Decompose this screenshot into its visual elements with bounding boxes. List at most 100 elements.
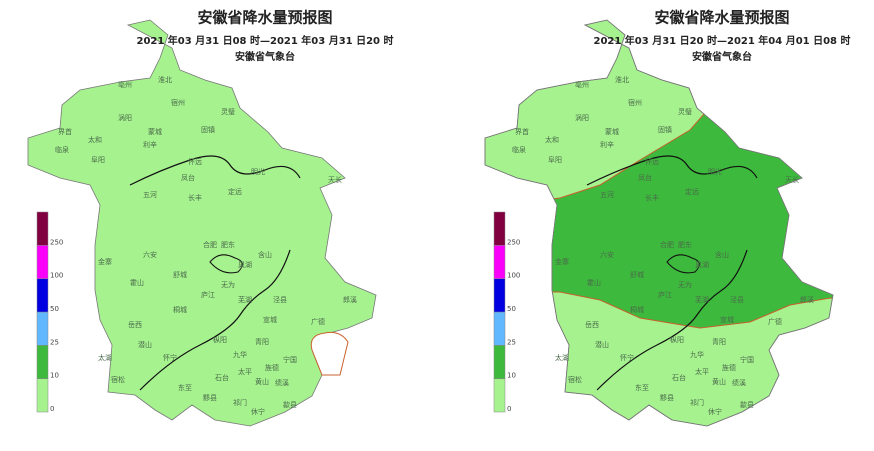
city-label: 金寨	[98, 257, 112, 266]
city-label: 休宁	[251, 407, 265, 416]
legend-swatch	[36, 278, 49, 313]
city-label: 临泉	[512, 145, 526, 154]
city-label: 岳西	[128, 321, 142, 329]
legend-swatch	[36, 311, 49, 346]
city-label: 长丰	[188, 193, 202, 202]
city-label: 广德	[768, 317, 782, 326]
city-label: 固镇	[201, 125, 215, 134]
city-label: 祁门	[233, 398, 247, 407]
legend-label: 25	[50, 338, 59, 346]
city-label: 怀远	[188, 157, 202, 166]
city-label: 舒城	[173, 270, 187, 279]
city-label: 九华	[233, 350, 247, 359]
city-label: 淮北	[615, 75, 629, 84]
city-label: 宿松	[111, 375, 125, 384]
city-label: 泾县	[273, 296, 287, 304]
city-label: 涡阳	[575, 113, 589, 122]
city-label: 阜阳	[91, 155, 105, 164]
city-label: 五河	[143, 191, 157, 199]
city-label: 宣城	[263, 315, 277, 324]
legend-swatch	[36, 345, 49, 379]
city-label: 桐城	[173, 305, 187, 314]
city-label: 黄山	[255, 377, 269, 386]
city-label: 蒙城	[148, 127, 162, 136]
city-label: 明光	[251, 167, 265, 176]
legend-swatch	[36, 245, 49, 279]
province-area	[27, 19, 377, 427]
city-label: 舒城	[630, 270, 644, 279]
city-label: 霍山	[587, 278, 601, 287]
city-label: 岳西	[585, 321, 599, 329]
city-label: 歙县	[740, 400, 754, 409]
legend-swatch	[493, 245, 506, 279]
city-label: 太平	[238, 367, 252, 376]
city-label: 巢湖	[695, 260, 709, 269]
city-label: 广德	[311, 317, 325, 326]
legend-swatch	[493, 378, 506, 413]
legend-label: 250	[507, 238, 520, 246]
city-label: 肥东	[678, 240, 692, 249]
province-border	[484, 19, 834, 427]
legend-swatch	[493, 211, 506, 246]
legend-label: 10	[50, 372, 59, 380]
city-label: 淮北	[158, 75, 172, 84]
legend-label: 250	[50, 238, 63, 246]
legend-label: 0	[507, 405, 511, 413]
city-label: 界首	[58, 127, 72, 136]
city-label: 涡阳	[118, 113, 132, 122]
city-label: 临泉	[55, 145, 69, 154]
city-label: 东至	[635, 383, 649, 392]
legend-swatch	[493, 311, 506, 346]
legend-label: 100	[50, 272, 63, 280]
city-label: 桐城	[630, 305, 644, 314]
city-label: 芜湖	[238, 295, 252, 304]
city-label: 含山	[715, 250, 729, 259]
city-label: 庐江	[201, 290, 215, 299]
city-label: 肥东	[221, 240, 235, 249]
city-label: 枞阳	[213, 335, 227, 344]
city-label: 黟县	[203, 393, 217, 402]
legend-label: 0	[50, 405, 54, 413]
city-label: 天长	[328, 175, 342, 184]
city-label: 青阳	[255, 337, 269, 346]
city-label: 郎溪	[343, 295, 357, 304]
legend-label: 50	[507, 305, 516, 313]
city-label: 灵璧	[678, 107, 692, 116]
city-label: 合肥	[660, 240, 674, 249]
city-label: 定远	[228, 187, 242, 196]
city-label: 无为	[221, 280, 235, 289]
city-label: 潜山	[138, 340, 152, 349]
city-label: 利辛	[600, 140, 614, 149]
city-label: 宿州	[628, 98, 642, 107]
city-label: 长丰	[645, 193, 659, 202]
map-issuer: 安徽省气象台	[692, 50, 752, 63]
chao-lake	[666, 254, 700, 274]
legend-swatch	[493, 278, 506, 313]
city-label: 太和	[545, 135, 559, 144]
map-period: 2021 年03 月31 日20 时—2021 年04 月01 日08 时	[593, 34, 850, 47]
city-label: 九华	[690, 350, 704, 359]
legend-label: 10	[507, 372, 516, 380]
city-label: 太平	[695, 367, 709, 376]
city-label: 旌德	[722, 363, 736, 372]
city-label: 绩溪	[275, 378, 289, 387]
map-period: 2021 年03 月31 日08 时—2021 年03 月31 日20 时	[136, 34, 393, 47]
legend-label: 50	[50, 305, 59, 313]
city-label: 太湖	[98, 353, 112, 362]
city-label: 绩溪	[732, 378, 746, 387]
city-label: 芜湖	[695, 295, 709, 304]
huai-river	[129, 155, 301, 186]
city-label: 宁国	[283, 355, 297, 364]
rain-zone	[310, 331, 349, 376]
city-label: 亳州	[118, 80, 132, 89]
city-label: 宣城	[720, 315, 734, 324]
city-label: 庐江	[658, 290, 672, 299]
city-label: 灵璧	[221, 107, 235, 116]
city-label: 太和	[88, 135, 102, 144]
legend-label: 25	[507, 338, 516, 346]
city-label: 明光	[708, 167, 722, 176]
city-label: 石台	[672, 373, 686, 382]
legend-swatch	[36, 378, 49, 413]
city-label: 郎溪	[800, 295, 814, 304]
